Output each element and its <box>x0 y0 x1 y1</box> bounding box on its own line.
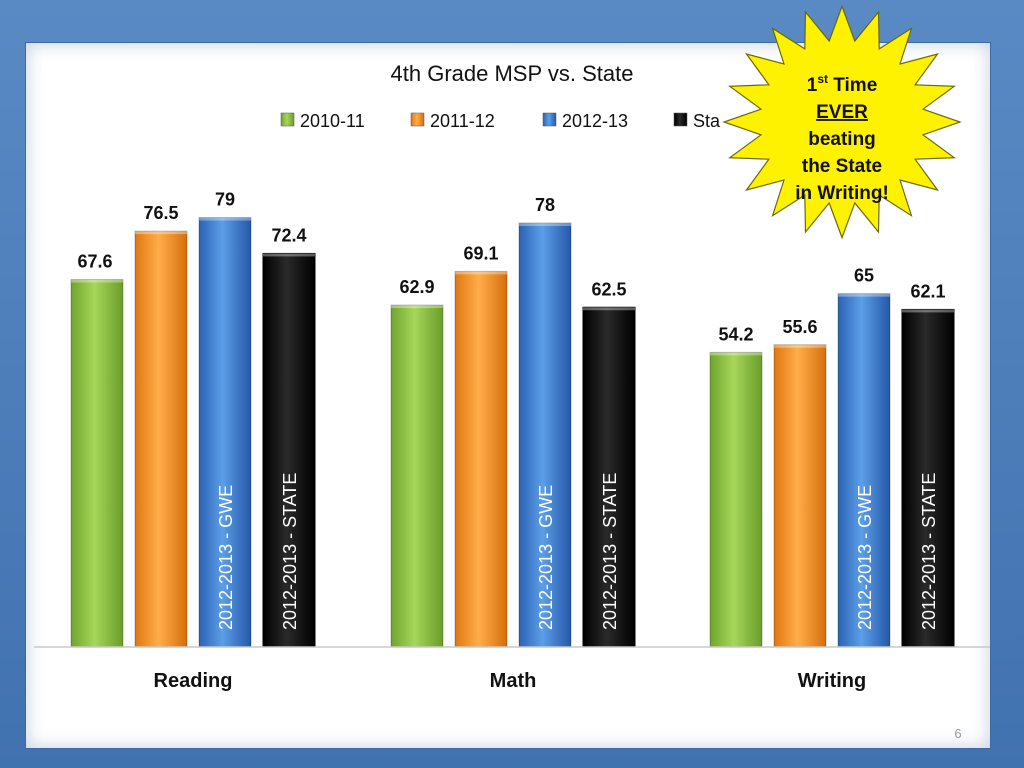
bar-inner-text-reading-2: 2012-2013 - GWE <box>216 485 236 630</box>
category-label-reading: Reading <box>154 670 233 692</box>
bar-inner-text-math-3: 2012-2013 - STATE <box>600 473 620 630</box>
legend-swatch-2 <box>542 112 557 127</box>
starburst-shape <box>722 4 962 240</box>
legend: 2010-11 2011-12 2012-13 Sta <box>280 111 721 131</box>
value-label-writing-0: 54.2 <box>718 324 753 344</box>
bar-highlight <box>902 309 954 313</box>
value-label-writing-1: 55.6 <box>782 317 817 337</box>
legend-label-2: 2012-13 <box>562 111 628 131</box>
value-label-math-3: 62.5 <box>591 279 626 299</box>
bar-inner-text-math-2: 2012-2013 - GWE <box>536 485 556 630</box>
category-label-math: Math <box>490 670 537 692</box>
bar-writing-2 <box>837 293 891 648</box>
bar-reading-0 <box>70 279 124 648</box>
chart-title: 4th Grade MSP vs. State <box>391 61 634 86</box>
callout-line-2: EVER <box>816 102 868 123</box>
bar-highlight <box>391 305 443 309</box>
bar-math-1 <box>454 270 508 648</box>
callout-line-1: 1st Time <box>807 72 878 96</box>
page-number: 6 <box>954 726 961 741</box>
bar-highlight <box>710 352 762 356</box>
starburst-callout: 1st Time EVER beating the State in Writi… <box>722 4 962 240</box>
bar-highlight <box>455 271 507 275</box>
bar-highlight <box>583 307 635 311</box>
bar-math-0 <box>390 304 444 648</box>
category-label-writing: Writing <box>798 670 867 692</box>
bar-inner-text-reading-3: 2012-2013 - STATE <box>280 473 300 630</box>
legend-label-3: Sta <box>693 111 721 131</box>
value-label-writing-2: 65 <box>854 266 874 286</box>
bar-inner-text-writing-2: 2012-2013 - GWE <box>855 485 875 630</box>
bar-math-2 <box>518 222 572 648</box>
bar-inner-text-writing-3: 2012-2013 - STATE <box>919 473 939 630</box>
value-label-reading-3: 72.4 <box>271 225 306 245</box>
bar-highlight <box>774 344 826 348</box>
bar-reading-1 <box>134 230 188 648</box>
bar-math-3 <box>582 306 636 648</box>
value-label-math-0: 62.9 <box>399 277 434 297</box>
legend-label-1: 2011-12 <box>430 111 495 131</box>
bar-highlight <box>838 293 890 297</box>
value-label-reading-1: 76.5 <box>143 203 178 223</box>
legend-swatch-0 <box>280 112 295 127</box>
category-labels: Reading Math Writing <box>154 670 867 692</box>
value-label-math-1: 69.1 <box>463 243 498 263</box>
bar-writing-3 <box>901 308 955 648</box>
value-label-math-2: 78 <box>535 195 555 215</box>
value-label-writing-3: 62.1 <box>910 281 945 301</box>
bar-highlight <box>199 217 251 221</box>
bar-highlight <box>71 279 123 283</box>
bar-highlight <box>519 222 571 226</box>
legend-label-0: 2010-11 <box>300 111 365 131</box>
value-label-reading-2: 79 <box>215 190 235 210</box>
bar-highlight <box>263 253 315 257</box>
bar-reading-3 <box>262 252 316 648</box>
callout-line-5: in Writing! <box>795 183 889 204</box>
value-label-reading-0: 67.6 <box>77 252 112 272</box>
bar-writing-0 <box>709 351 763 648</box>
legend-swatch-1 <box>410 112 425 127</box>
legend-swatch-3 <box>673 112 688 127</box>
callout-line-3: beating <box>808 129 876 150</box>
callout-line-4: the State <box>802 156 882 177</box>
bar-writing-1 <box>773 344 827 648</box>
bars-group: 67.6 76.5 79 2012-2013 - GWE 72.4 2012-2013 -… <box>70 190 955 648</box>
bar-highlight <box>135 231 187 235</box>
